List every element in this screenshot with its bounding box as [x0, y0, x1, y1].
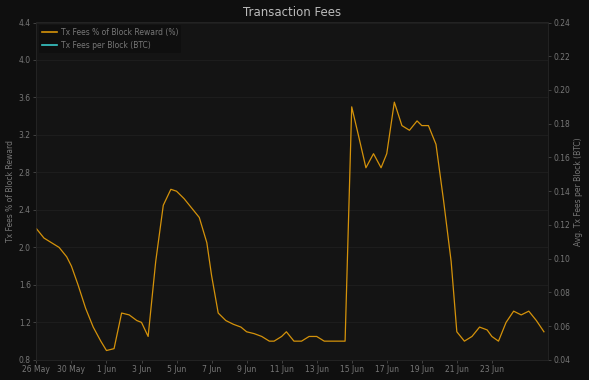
Title: Transaction Fees: Transaction Fees: [243, 6, 341, 19]
Legend: Tx Fees % of Block Reward (%), Tx Fees per Block (BTC): Tx Fees % of Block Reward (%), Tx Fees p…: [39, 25, 181, 53]
Y-axis label: Avg. Tx Fees per Block (BTC): Avg. Tx Fees per Block (BTC): [574, 137, 584, 245]
Y-axis label: Tx Fees % of Block Reward: Tx Fees % of Block Reward: [5, 140, 15, 242]
